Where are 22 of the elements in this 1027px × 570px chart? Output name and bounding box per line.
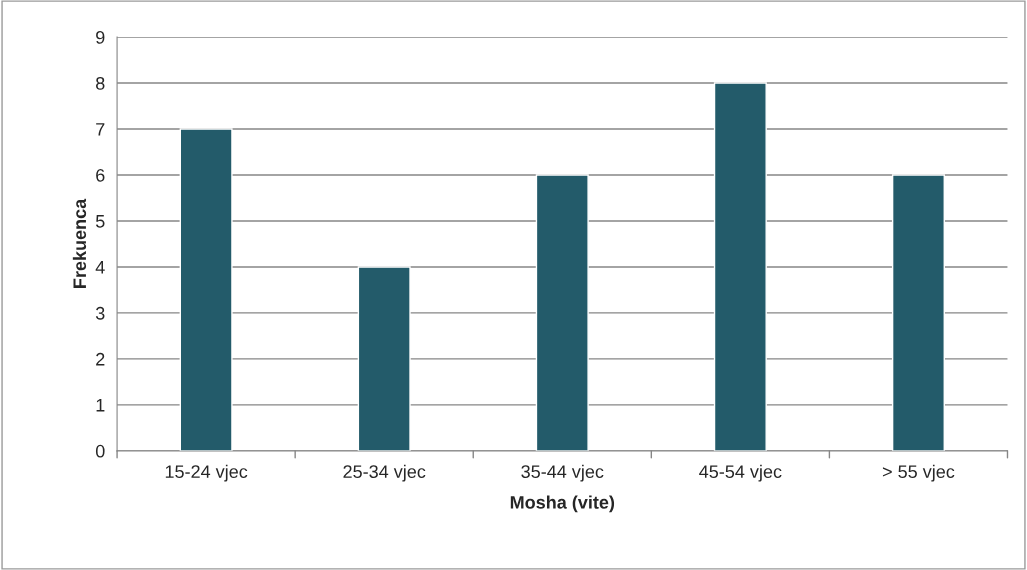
bar [891, 174, 945, 451]
bar [535, 174, 589, 451]
y-tick-label: 2 [96, 352, 105, 366]
y-tick-label: 8 [96, 76, 105, 90]
y-tick-label: 0 [95, 444, 105, 458]
y-tick-label: 3 [95, 306, 105, 320]
y-tick-label: 4 [95, 261, 105, 274]
x-tick-label: 25-34 vjec [343, 464, 426, 482]
bar [713, 82, 767, 451]
x-tick-label: 35-44 vjec [521, 464, 604, 482]
x-tick-label: 45-54 vjec [699, 464, 782, 482]
y-tick-label: 6 [96, 168, 105, 182]
bar [357, 266, 411, 451]
x-tick-label: 15-24 vjec [165, 464, 248, 482]
y-tick-label: 1 [96, 399, 105, 412]
y-tick-label: 9 [96, 30, 105, 44]
y-tick-label: 7 [96, 123, 105, 136]
bar [179, 128, 233, 451]
x-axis-title: Mosha (vite) [510, 495, 615, 513]
y-axis-title: Frekuenca [72, 198, 87, 288]
x-tick-label: > 55 vjec [882, 464, 955, 482]
y-tick-label: 5 [95, 215, 105, 228]
